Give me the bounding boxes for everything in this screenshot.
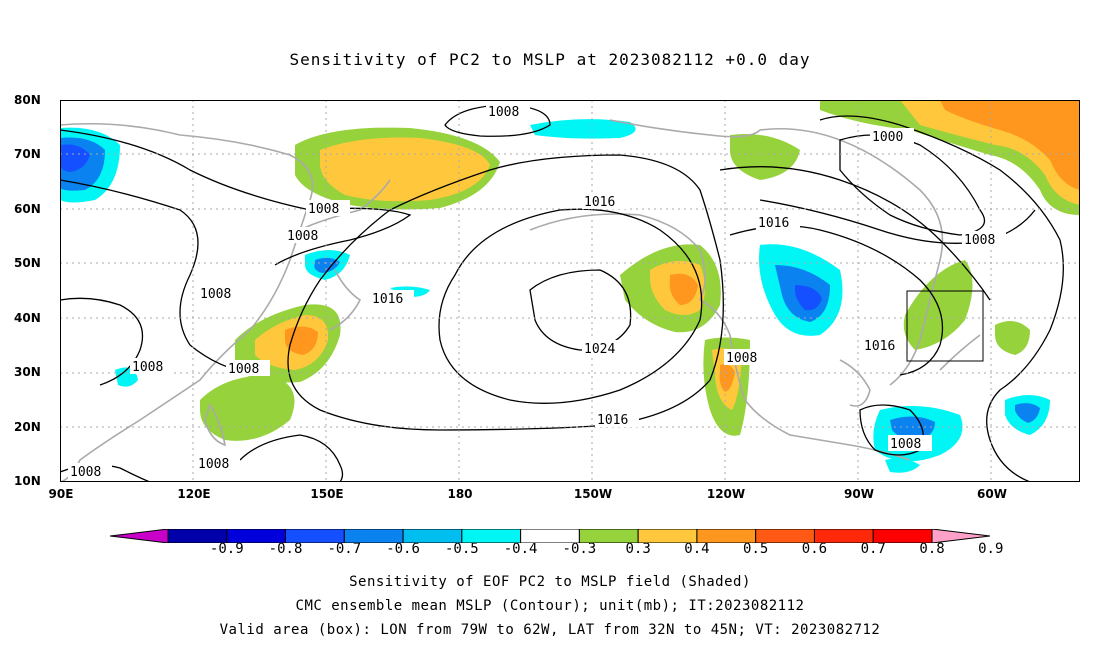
colorbar-label: -0.7 bbox=[327, 541, 362, 557]
contour-label: 1016 bbox=[584, 195, 615, 210]
contour-label: 1008 bbox=[132, 360, 163, 375]
contour-label: 1008 bbox=[228, 362, 259, 377]
shading-layer bbox=[60, 100, 1080, 473]
lat-label-80n: 80N bbox=[14, 93, 41, 107]
colorbar-label: 0.7 bbox=[860, 541, 886, 557]
sensitivity-map: 1008 1016 1008 1008 1008 1016 1024 1016 … bbox=[60, 100, 1080, 482]
chart-title: Sensitivity of PC2 to MSLP at 2023082112… bbox=[289, 50, 811, 69]
colorbar-label: -0.5 bbox=[444, 541, 479, 557]
lon-label-90e: 90E bbox=[48, 487, 74, 501]
caption-contour: CMC ensemble mean MSLP (Contour); unit(m… bbox=[295, 598, 805, 614]
contour-label: 1008 bbox=[198, 457, 229, 472]
contour-label: 1008 bbox=[488, 105, 519, 120]
lat-label-40n: 40N bbox=[14, 311, 41, 325]
lat-label-30n: 30N bbox=[14, 365, 41, 379]
map-frame bbox=[60, 100, 1080, 482]
coastline-layer bbox=[60, 119, 981, 482]
lon-label-120w: 120W bbox=[706, 487, 746, 501]
colorbar-label: 0.9 bbox=[978, 541, 1004, 557]
contour-label: 1008 bbox=[308, 202, 339, 217]
contour-label: 1008 bbox=[200, 287, 231, 302]
lon-label-90w: 90W bbox=[844, 487, 874, 501]
lat-label-60n: 60N bbox=[14, 202, 41, 216]
colorbar-cell bbox=[110, 529, 169, 543]
contour-label: 1000 bbox=[872, 130, 903, 145]
lon-label-60w: 60W bbox=[977, 487, 1007, 501]
validation-area-box bbox=[906, 290, 984, 362]
lat-label-70n: 70N bbox=[14, 147, 41, 161]
caption-valid-area: Valid area (box): LON from 79W to 62W, L… bbox=[219, 622, 881, 638]
colorbar-label: -0.9 bbox=[209, 541, 244, 557]
contour-label: 1016 bbox=[864, 339, 895, 354]
contour-label: 1024 bbox=[584, 342, 615, 357]
contour-label: 1016 bbox=[597, 413, 628, 428]
colorbar-label: -0.6 bbox=[386, 541, 420, 557]
caption-shaded: Sensitivity of EOF PC2 to MSLP field (Sh… bbox=[349, 574, 751, 590]
graticule-layer bbox=[60, 100, 1080, 482]
colorbar-label: 0.5 bbox=[743, 541, 769, 557]
contour-label: 1008 bbox=[287, 229, 318, 244]
colorbar-label: 0.8 bbox=[919, 541, 945, 557]
contour-label: 1016 bbox=[372, 292, 403, 307]
lat-label-20n: 20N bbox=[14, 420, 41, 434]
colorbar-label: 0.4 bbox=[684, 541, 710, 557]
colorbar bbox=[110, 529, 990, 543]
contour-layer bbox=[60, 104, 1064, 482]
contour-label: 1008 bbox=[964, 233, 995, 248]
lon-label-120e: 120E bbox=[177, 487, 211, 501]
lat-label-50n: 50N bbox=[14, 256, 41, 270]
colorbar-label: 0.6 bbox=[801, 541, 828, 557]
lon-label-180: 180 bbox=[447, 487, 473, 501]
contour-label: 1008 bbox=[70, 465, 101, 480]
colorbar-label: -0.4 bbox=[503, 541, 538, 557]
colorbar-label: -0.3 bbox=[562, 541, 597, 557]
colorbar-label: -0.8 bbox=[268, 541, 303, 557]
colorbar-cell bbox=[931, 529, 990, 543]
contour-label: 1016 bbox=[758, 216, 789, 231]
contour-labels: 1008 1016 1008 1008 1008 1016 1024 1016 … bbox=[68, 103, 1006, 480]
contour-label: 1008 bbox=[726, 351, 757, 366]
lon-label-150w: 150W bbox=[573, 487, 613, 501]
lon-label-150e: 150E bbox=[310, 487, 344, 501]
lat-label-10n: 10N bbox=[14, 474, 41, 488]
contour-label: 1008 bbox=[890, 437, 921, 452]
colorbar-label: 0.3 bbox=[625, 541, 651, 557]
